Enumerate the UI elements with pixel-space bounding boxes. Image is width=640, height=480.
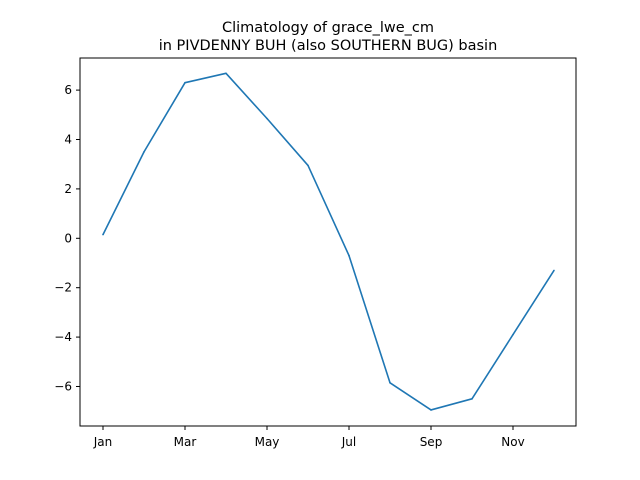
y-tick-label: −4 — [54, 330, 72, 344]
x-axis-ticks: Jan Mar May Jul Sep Nov — [93, 426, 525, 449]
chart-title-line-2: in PIVDENNY BUH (also SOUTHERN BUG) basi… — [159, 38, 498, 54]
data-point — [225, 72, 227, 75]
y-tick-label: 4 — [64, 133, 72, 147]
data-point — [471, 398, 473, 400]
x-tick-label: Jul — [341, 435, 356, 449]
data-point — [184, 81, 186, 84]
data-point — [266, 117, 268, 120]
data-point — [348, 254, 350, 257]
chart-title-line-1: Climatology of grace_lwe_cm — [222, 20, 434, 36]
y-tick-label: 6 — [64, 83, 72, 97]
plot-area-frame — [79, 57, 577, 427]
y-axis-ticks: 6 4 2 0 −2 −4 −6 — [54, 83, 80, 393]
x-tick-label: May — [255, 435, 280, 449]
series-group — [102, 72, 555, 411]
x-tick-label: Jan — [93, 435, 113, 449]
x-tick-label: Mar — [174, 435, 197, 449]
y-tick-label: −2 — [54, 281, 72, 295]
data-point — [102, 233, 104, 236]
data-point — [512, 333, 514, 336]
data-point — [430, 409, 432, 411]
data-point — [307, 164, 309, 167]
series-line — [102, 72, 555, 411]
data-point — [143, 151, 145, 153]
x-tick-label: Nov — [501, 435, 524, 449]
y-tick-label: 2 — [64, 182, 72, 196]
plot-axes — [79, 57, 577, 427]
data-point — [389, 381, 391, 384]
data-point — [553, 269, 555, 272]
y-tick-label: 0 — [64, 231, 72, 245]
y-tick-label: −6 — [54, 379, 72, 393]
x-tick-label: Sep — [420, 435, 443, 449]
